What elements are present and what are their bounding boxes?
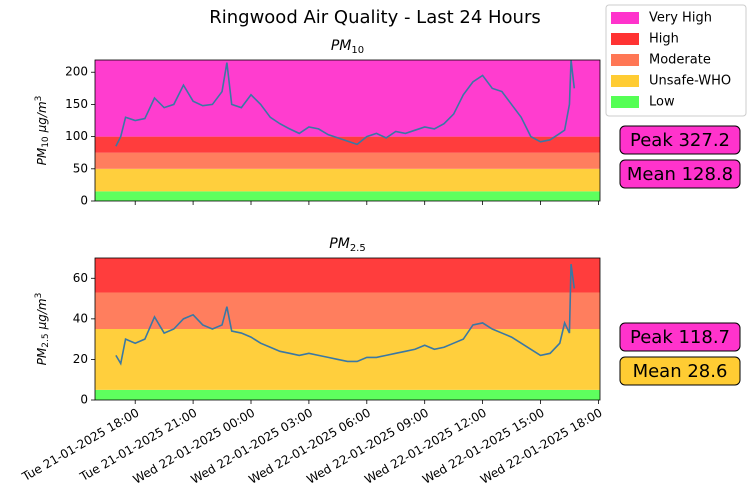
legend-label: Low bbox=[649, 95, 675, 110]
y-tick-label: 200 bbox=[65, 65, 88, 79]
legend-label: High bbox=[649, 32, 679, 47]
chart-title: Ringwood Air Quality - Last 24 Hours bbox=[209, 7, 541, 28]
band bbox=[95, 191, 600, 201]
y-tick-label: 0 bbox=[80, 194, 88, 208]
y-tick-label: 60 bbox=[73, 271, 88, 285]
band bbox=[95, 389, 600, 400]
legend-frame bbox=[605, 4, 747, 117]
subplot-title: PM10 bbox=[331, 38, 364, 56]
legend-label: Moderate bbox=[649, 53, 711, 68]
y-tick-label: 20 bbox=[73, 352, 88, 366]
band bbox=[95, 168, 600, 192]
title-main: PM bbox=[329, 236, 350, 252]
band bbox=[95, 60, 600, 137]
y-axis-label: PM10 μg/m3 bbox=[34, 96, 51, 166]
ylabel-sup: 3 bbox=[34, 96, 44, 102]
ylabel-main: PM bbox=[35, 347, 49, 365]
y-tick-label: 50 bbox=[73, 161, 88, 175]
y-tick-label: 0 bbox=[80, 393, 88, 407]
legend-swatch bbox=[611, 12, 639, 24]
band bbox=[95, 292, 600, 329]
subplot-title: PM2.5 bbox=[329, 236, 365, 254]
legend-label: Unsafe-WHO bbox=[649, 74, 731, 89]
annotation-text: Mean 128.8 bbox=[627, 164, 733, 185]
ylabel-sub: 2.5 bbox=[41, 333, 51, 347]
title-sub: 10 bbox=[351, 45, 364, 56]
legend-swatch bbox=[611, 75, 639, 87]
title-main: PM bbox=[331, 38, 352, 54]
annotation-box bbox=[619, 322, 741, 352]
annotation-text: Mean 28.6 bbox=[633, 361, 728, 382]
legend-swatch bbox=[611, 54, 639, 66]
annotation-box bbox=[619, 159, 741, 189]
axes-frame bbox=[94, 257, 601, 401]
legend-label: Very High bbox=[649, 11, 712, 26]
ylabel-unit: μg/m bbox=[35, 101, 49, 133]
y-tick-label: 100 bbox=[65, 129, 88, 143]
annotation-box bbox=[619, 356, 741, 386]
y-tick-label: 150 bbox=[65, 97, 88, 111]
band bbox=[95, 258, 600, 293]
ylabel-sup: 3 bbox=[34, 293, 44, 299]
y-tick-label: 40 bbox=[73, 311, 88, 325]
data-line bbox=[115, 263, 576, 366]
ylabel-sub: 10 bbox=[41, 136, 51, 148]
ylabel-main: PM bbox=[35, 147, 49, 165]
axes-frame bbox=[94, 59, 601, 202]
title-sub: 2.5 bbox=[350, 243, 366, 254]
legend-swatch bbox=[611, 96, 639, 108]
legend-swatch bbox=[611, 33, 639, 45]
y-axis-label: PM2.5 μg/m3 bbox=[34, 293, 51, 366]
band bbox=[95, 329, 600, 390]
band bbox=[95, 136, 600, 153]
annotation-box bbox=[619, 125, 741, 155]
band bbox=[95, 152, 600, 169]
ylabel-unit: μg/m bbox=[35, 298, 49, 330]
annotation-text: Peak 327.2 bbox=[630, 130, 730, 151]
annotation-text: Peak 118.7 bbox=[630, 327, 730, 348]
data-line bbox=[115, 60, 576, 147]
